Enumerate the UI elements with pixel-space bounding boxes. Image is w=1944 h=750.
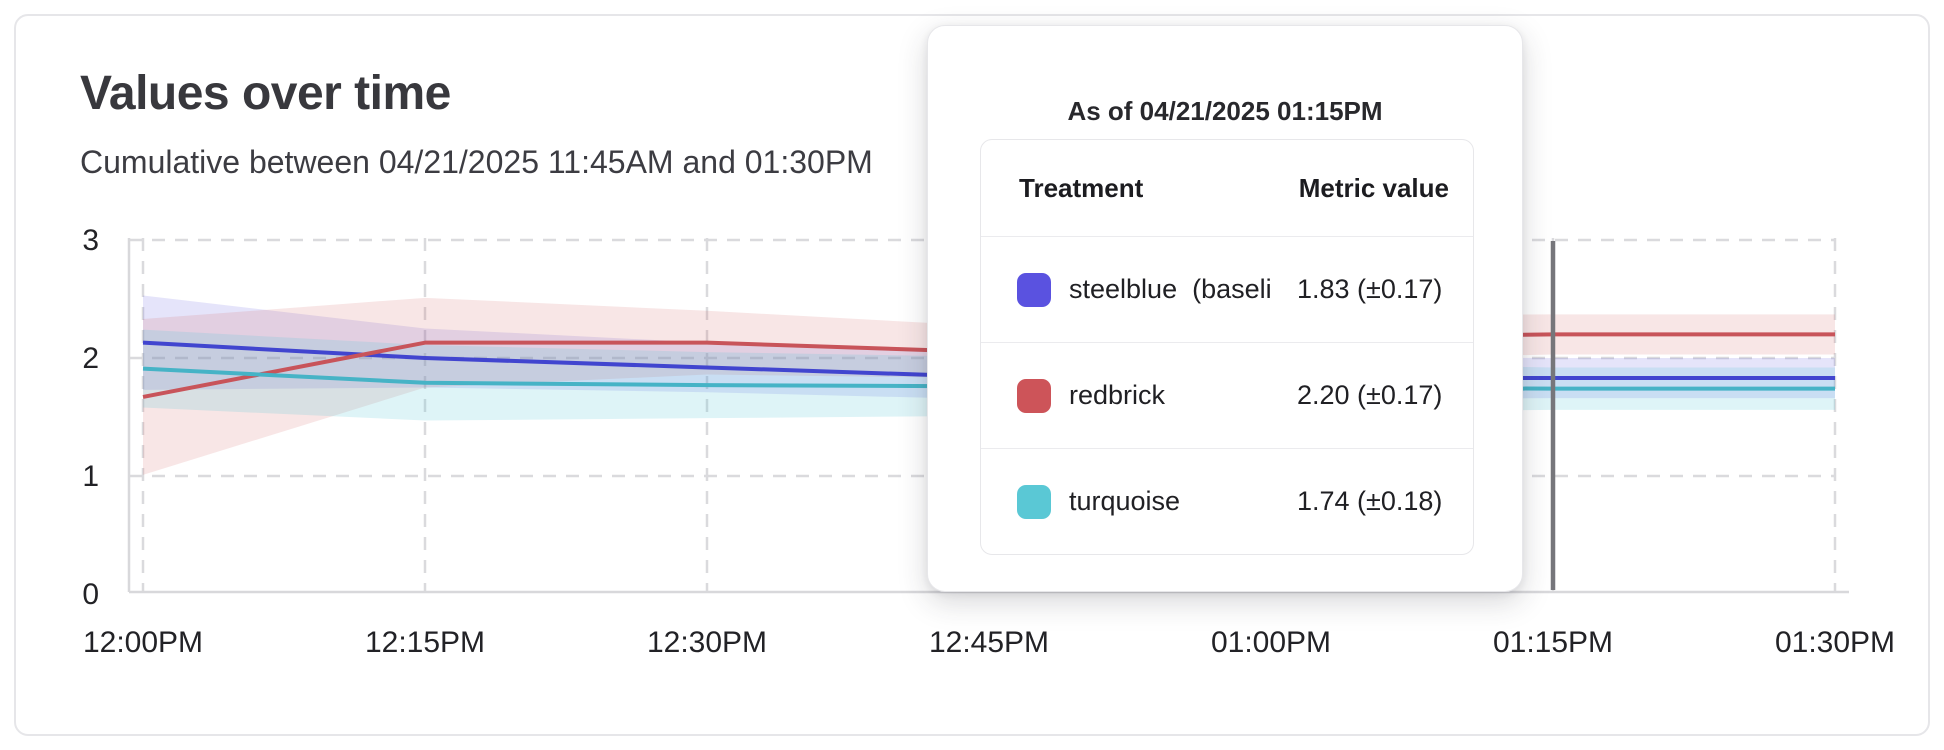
steelblue-series-label: steelblue (baseli bbox=[1069, 274, 1272, 304]
x-tick-label-3: 12:45PM bbox=[929, 626, 1049, 659]
tooltip-title: As of 04/21/2025 01:15PM bbox=[1067, 96, 1383, 126]
chart-tooltip: As of 04/21/2025 01:15PM Treatment Metri… bbox=[927, 25, 1523, 592]
redbrick-series-value: 2.20 (±0.17) bbox=[1297, 380, 1443, 410]
y-tick-label-0: 0 bbox=[82, 578, 99, 611]
tooltip-table-header: Treatment Metric value bbox=[981, 140, 1473, 236]
chart-title: Values over time bbox=[80, 67, 451, 120]
turquoise-series-swatch bbox=[1017, 484, 1051, 519]
x-tick-label-2: 12:30PM bbox=[647, 626, 767, 659]
x-tick-label-5: 01:15PM bbox=[1493, 626, 1613, 659]
tooltip-table: Treatment Metric value steelblue (baseli… bbox=[980, 139, 1474, 555]
chart-subtitle: Cumulative between 04/21/2025 11:45AM an… bbox=[80, 144, 873, 180]
steelblue-series-value: 1.83 (±0.17) bbox=[1297, 274, 1443, 304]
column-header-treatment: Treatment bbox=[1019, 172, 1144, 203]
x-tick-label-1: 12:15PM bbox=[365, 626, 485, 659]
tooltip-row-turquoise: turquoise 1.74 (±0.18) bbox=[981, 448, 1473, 554]
x-tick-label-4: 01:00PM bbox=[1211, 626, 1331, 659]
steelblue-series-swatch bbox=[1017, 272, 1051, 307]
turquoise-series-label: turquoise bbox=[1069, 486, 1181, 516]
turquoise-series-value: 1.74 (±0.18) bbox=[1297, 486, 1443, 516]
redbrick-series-swatch bbox=[1017, 378, 1051, 413]
tooltip-row-steelblue: steelblue (baseli 1.83 (±0.17) bbox=[981, 236, 1473, 342]
y-tick-label-2: 2 bbox=[82, 342, 99, 375]
y-tick-label-1: 1 bbox=[82, 460, 99, 493]
x-tick-label-0: 12:00PM bbox=[83, 626, 203, 659]
redbrick-series-label: redbrick bbox=[1069, 380, 1166, 410]
tooltip-row-redbrick: redbrick 2.20 (±0.17) bbox=[981, 342, 1473, 448]
x-tick-label-6: 01:30PM bbox=[1775, 626, 1895, 659]
y-tick-label-3: 3 bbox=[82, 224, 99, 257]
column-header-metric-value: Metric value bbox=[1298, 172, 1449, 203]
